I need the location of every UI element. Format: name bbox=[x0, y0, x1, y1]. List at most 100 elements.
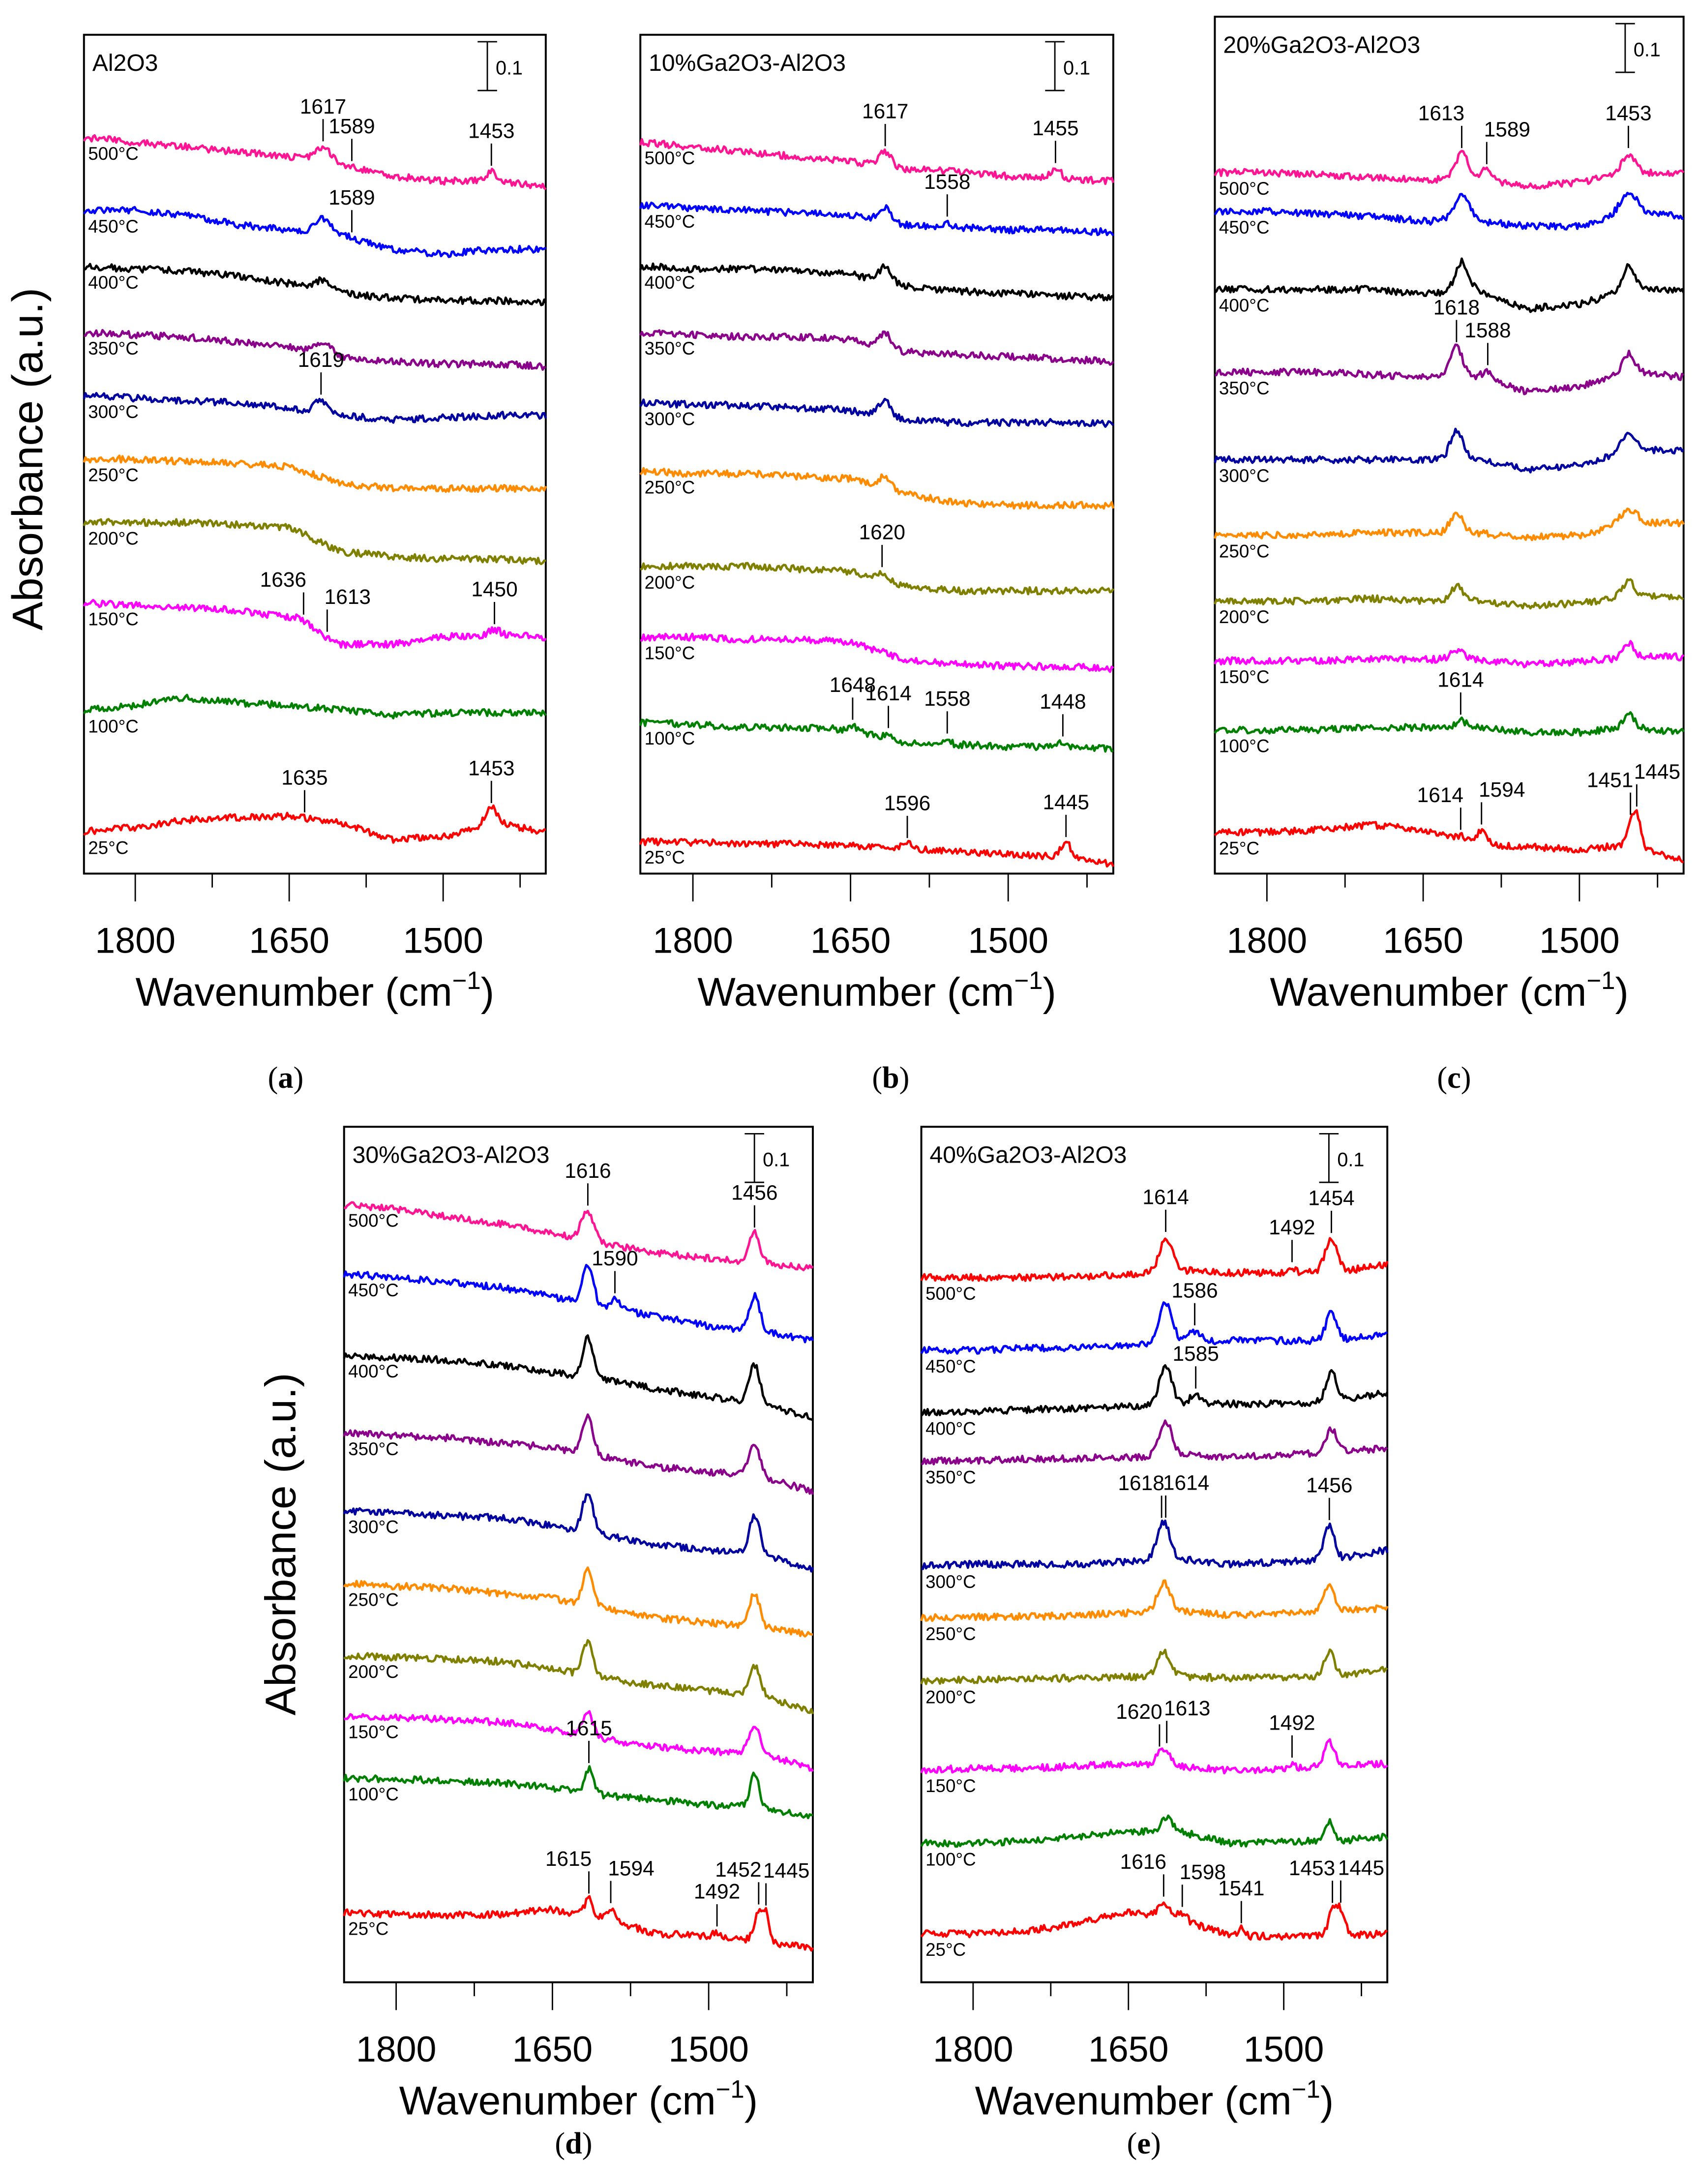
peak-label: 1585 bbox=[1172, 1342, 1219, 1365]
x-tick-label: 1500 bbox=[1244, 2029, 1324, 2069]
peak-annotation: 1618 bbox=[1118, 1471, 1164, 1518]
temperature-label: 100°C bbox=[925, 1849, 976, 1869]
peak-label: 1453 bbox=[1605, 101, 1651, 124]
panel-title: Al2O3 bbox=[92, 50, 158, 76]
peak-annotation: 1448 bbox=[1040, 690, 1086, 737]
spectrum-line-500c bbox=[639, 138, 1115, 185]
peak-label: 1613 bbox=[325, 585, 371, 608]
peak-annotation: 1613 bbox=[1418, 102, 1464, 149]
peak-annotation: 1614 bbox=[1437, 668, 1484, 715]
x-axis: 1800 1650 1500 bbox=[95, 873, 521, 961]
spectrum-line-250c bbox=[343, 1566, 813, 1638]
peak-annotation: 1445 bbox=[1043, 791, 1089, 838]
peak-label: 1452 bbox=[715, 1858, 761, 1881]
peak-label: 1598 bbox=[1180, 1860, 1226, 1884]
peak-label: 1614 bbox=[1142, 1185, 1189, 1208]
spectrum-line-150c bbox=[920, 1738, 1388, 1775]
peak-annotation: 1589 bbox=[328, 115, 375, 161]
plot-frame bbox=[83, 33, 547, 875]
spectrum-line-100c bbox=[343, 1765, 813, 1820]
temperature-label: 300°C bbox=[88, 402, 139, 422]
peak-annotation: 1635 bbox=[281, 766, 328, 812]
peak-label: 1619 bbox=[298, 348, 344, 371]
peak-annotation: 1541 bbox=[1218, 1877, 1264, 1923]
spectrum-line-250c bbox=[639, 467, 1115, 510]
x-axis-title: Wavenumber (cm−1) bbox=[136, 966, 494, 1015]
peak-annotation: 1590 bbox=[592, 1247, 638, 1293]
panel-title: 20%Ga2O3-Al2O3 bbox=[1223, 31, 1420, 58]
x-tick-label: 1650 bbox=[512, 2029, 593, 2069]
peak-annotation: 1492 bbox=[1269, 1711, 1315, 1758]
temperature-label: 25°C bbox=[925, 1940, 966, 1960]
spectrum-line-25c bbox=[1214, 809, 1684, 864]
plot-frame bbox=[639, 33, 1114, 875]
temperature-label: 350°C bbox=[88, 338, 139, 359]
peak-annotation: 1589 bbox=[1484, 118, 1530, 164]
peak-label: 1616 bbox=[1120, 1850, 1166, 1873]
spectrum-line-400c bbox=[343, 1334, 814, 1421]
spectrum-line-150c bbox=[344, 1710, 814, 1772]
x-tick-label: 1800 bbox=[356, 2029, 437, 2069]
panel-c: 1800 1650 1500 Wavenumber (cm−1) 20%Ga2O3-Al… bbox=[1214, 15, 1685, 1015]
panel-label: (e) bbox=[1127, 2127, 1161, 2160]
temperature-label: 200°C bbox=[645, 572, 695, 593]
peak-annotation: 1585 bbox=[1172, 1342, 1219, 1389]
peak-label: 1614 bbox=[1437, 668, 1484, 691]
spectrum-line-300c bbox=[1214, 427, 1685, 474]
x-axis: 1800 1650 1500 bbox=[1227, 873, 1659, 961]
peak-label: 1648 bbox=[830, 673, 876, 696]
spectrum-line-100c bbox=[920, 1814, 1389, 1848]
peak-label: 1445 bbox=[763, 1859, 809, 1882]
panel-title: 10%Ga2O3-Al2O3 bbox=[649, 50, 846, 76]
peak-label: 1615 bbox=[566, 1717, 612, 1740]
temperature-label: 200°C bbox=[925, 1687, 976, 1707]
panel-label: (b) bbox=[872, 1061, 909, 1095]
spectrum-line-400c bbox=[920, 1364, 1389, 1417]
peak-annotation: 1615 bbox=[566, 1717, 612, 1764]
spectrum-line-500c bbox=[1214, 150, 1685, 190]
temperature-label: 300°C bbox=[645, 409, 695, 429]
peak-label: 1594 bbox=[1479, 778, 1525, 801]
spectrum-line-350c bbox=[921, 1419, 1388, 1466]
temperature-label: 150°C bbox=[645, 643, 695, 663]
spectrum-line-300c bbox=[921, 1519, 1389, 1570]
panel-letter: a bbox=[278, 1061, 293, 1095]
peak-label: 1620 bbox=[859, 521, 905, 544]
peak-label: 1614 bbox=[1417, 783, 1463, 807]
peak-annotation: 1617 bbox=[862, 100, 908, 147]
panel-e: 1800 1650 1500 Wavenumber (cm−1) 40%Ga2O3-Al… bbox=[920, 1126, 1389, 2124]
x-tick-label: 1500 bbox=[668, 2029, 749, 2069]
temperature-label: 500°C bbox=[925, 1284, 976, 1304]
peak-annotation: 1451 bbox=[1587, 768, 1633, 815]
x-tick-label: 1500 bbox=[968, 920, 1048, 961]
x-tick-label: 1800 bbox=[95, 920, 176, 961]
peak-annotation: 1450 bbox=[471, 578, 518, 625]
peak-annotation: 1586 bbox=[1171, 1279, 1218, 1326]
peak-label: 1590 bbox=[592, 1247, 638, 1270]
temperature-label: 500°C bbox=[1219, 179, 1270, 199]
temperature-label: 25°C bbox=[645, 847, 685, 868]
peak-label: 1618 bbox=[1433, 296, 1480, 319]
panel-label: (d) bbox=[555, 2127, 592, 2160]
peak-annotation: 1589 bbox=[328, 186, 375, 233]
scale-bar-label: 0.1 bbox=[1634, 39, 1661, 61]
scale-bar-label: 0.1 bbox=[1337, 1149, 1364, 1171]
spectrum-line-100c bbox=[1214, 711, 1685, 737]
spectrum-line-350c bbox=[84, 329, 546, 371]
peak-label: 1620 bbox=[1116, 1700, 1162, 1723]
peak-annotation: 1492 bbox=[1269, 1216, 1315, 1262]
peak-annotation: 1453 bbox=[1289, 1856, 1335, 1903]
peak-annotation: 1454 bbox=[1308, 1187, 1355, 1233]
spectrum-line-300c bbox=[343, 1493, 814, 1573]
x-tick-label: 1800 bbox=[1227, 920, 1308, 961]
peak-annotation: 1616 bbox=[1120, 1850, 1166, 1897]
spectrum-line-400c bbox=[1214, 257, 1685, 313]
peak-annotation: 1615 bbox=[545, 1847, 592, 1894]
scale-bar: 0.1 bbox=[1045, 41, 1090, 91]
panel-letter: e bbox=[1137, 2127, 1151, 2160]
spectrum-line-25c bbox=[343, 1895, 814, 1952]
peak-annotation: 1453 bbox=[468, 119, 514, 166]
peak-label: 1445 bbox=[1043, 791, 1089, 814]
spectrum-line-500c bbox=[83, 134, 547, 190]
